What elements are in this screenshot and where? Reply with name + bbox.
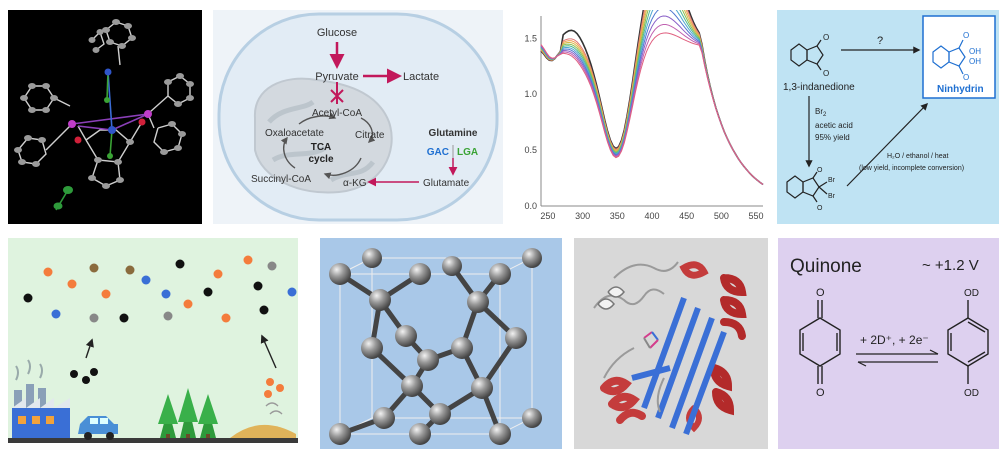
quinone-o-top: O xyxy=(816,287,825,299)
acetic-acid-label: acetic acid xyxy=(815,121,853,130)
cycle-label: cycle xyxy=(308,154,333,165)
ligand-sticks xyxy=(643,331,659,349)
reaction-conditions: + 2D⁺, + 2e⁻ xyxy=(860,333,929,347)
spectrum-line xyxy=(540,10,764,185)
factory-icon xyxy=(12,359,70,438)
indanedione-structure xyxy=(790,39,824,71)
y-tick-label: 1.0 xyxy=(524,89,537,99)
spectra-curves xyxy=(540,10,764,186)
spectrum-line xyxy=(540,10,764,185)
x-tick-label: 500 xyxy=(714,211,729,221)
ninhydrin-oh-2: OH xyxy=(969,57,981,66)
quinone-reduction-scheme[interactable]: Quinone ~ +1.2 V O O + 2D⁺, + 2e⁻ OD OD xyxy=(778,238,999,449)
potential-label: ~ +1.2 V xyxy=(922,257,979,274)
lactate-label: Lactate xyxy=(403,71,439,83)
ninhydrin-box xyxy=(922,15,996,99)
pyruvate-label: Pyruvate xyxy=(315,71,358,83)
citrate-label: Citrate xyxy=(355,130,385,141)
spectrum-line xyxy=(540,10,764,186)
molecule-crystal-structure-image[interactable] xyxy=(8,10,202,224)
x-tick-label: 300 xyxy=(575,211,590,221)
ribbon-helices xyxy=(600,261,747,433)
od-bottom: OD xyxy=(964,388,979,399)
lga-label: LGA xyxy=(457,147,478,158)
dibromo-o-2: O xyxy=(817,205,823,212)
x-tick-label: 400 xyxy=(644,211,659,221)
glutamate-label: Glutamate xyxy=(423,178,470,189)
ninhydrin-o-2: O xyxy=(963,73,969,82)
yield-label: 95% yield xyxy=(815,133,850,142)
quinone-title: Quinone xyxy=(790,256,862,277)
oxygen-label-2: O xyxy=(823,69,829,78)
bromine-reagent: Br2 xyxy=(815,107,827,118)
protein-ribbon-structure[interactable] xyxy=(574,238,768,449)
hydrolysis-note: (low yield, incomplete conversion) xyxy=(859,165,964,172)
particle-dots xyxy=(23,255,297,398)
x-tick-label: 450 xyxy=(679,211,694,221)
tca-label: TCA xyxy=(311,142,332,153)
spectrum-line xyxy=(540,10,764,185)
spectrum-line xyxy=(540,10,764,185)
spectrum-line xyxy=(540,10,764,185)
quinone-structure xyxy=(799,300,841,384)
indanedione-name: 1,3-indanedione xyxy=(783,82,855,93)
oxygen-label: O xyxy=(823,33,829,42)
hydroquinone-structure xyxy=(947,300,989,384)
hydrolysis-conditions: H₂O / ethanol / heat xyxy=(887,153,949,160)
glutamine-label: Glutamine xyxy=(429,128,478,139)
ninhydrin-oh-1: OH xyxy=(969,47,981,56)
uv-vis-spectra-plot[interactable]: 250 300 350 400 450 500 550 0.0 0.5 1.0 1.5 xyxy=(515,10,767,224)
spectrum-line xyxy=(540,32,764,185)
acetyl-coa-label: Acetyl-CoA xyxy=(312,108,362,119)
equilibrium-arrows xyxy=(856,349,939,367)
br-label-2: Br xyxy=(828,193,836,200)
diamond-lattice-model[interactable] xyxy=(320,238,562,449)
oxaloacetate-label: Oxaloacetate xyxy=(265,128,324,139)
od-top: OD xyxy=(964,288,979,299)
spectrum-line xyxy=(540,10,764,185)
dust-dune-icon xyxy=(230,402,296,438)
air-pollution-illustration[interactable] xyxy=(8,238,298,443)
dibromo-o-1: O xyxy=(817,167,823,174)
br-label-1: Br xyxy=(828,177,836,184)
ninhydrin-structure xyxy=(932,39,966,75)
beta-sheets xyxy=(631,296,727,436)
x-tick-label: 350 xyxy=(610,211,625,221)
glucose-label: Glucose xyxy=(317,27,357,39)
carbon-atoms xyxy=(329,248,542,445)
ninhydrin-o-1: O xyxy=(963,31,969,40)
y-tick-label: 0.0 xyxy=(524,201,537,211)
x-tick-label: 250 xyxy=(540,211,555,221)
spectrum-line xyxy=(540,10,764,185)
gac-label: GAC xyxy=(427,147,449,158)
x-tick-label: 550 xyxy=(749,211,764,221)
ortep-structure-drawing xyxy=(14,19,194,211)
cell-metabolism-diagram[interactable]: Glucose Pyruvate Lactate Acetyl-CoA Citr… xyxy=(213,10,503,224)
trees-icon xyxy=(158,388,218,438)
ninhydrin-name: Ninhydrin xyxy=(937,84,984,95)
succinyl-coa-label: Succinyl-CoA xyxy=(251,174,311,185)
alpha-kg-label: α-KG xyxy=(343,178,367,189)
y-tick-label: 0.5 xyxy=(524,145,537,155)
quinone-o-bottom: O xyxy=(816,387,825,399)
loop-coils xyxy=(593,261,679,413)
question-mark: ? xyxy=(877,35,883,47)
dibromo-structure xyxy=(786,171,828,203)
ninhydrin-synthesis-scheme[interactable]: O O 1,3-indanedione ? O O OH OH Ninhydri… xyxy=(777,10,999,224)
y-tick-label: 1.5 xyxy=(524,33,537,43)
car-icon xyxy=(78,416,118,440)
